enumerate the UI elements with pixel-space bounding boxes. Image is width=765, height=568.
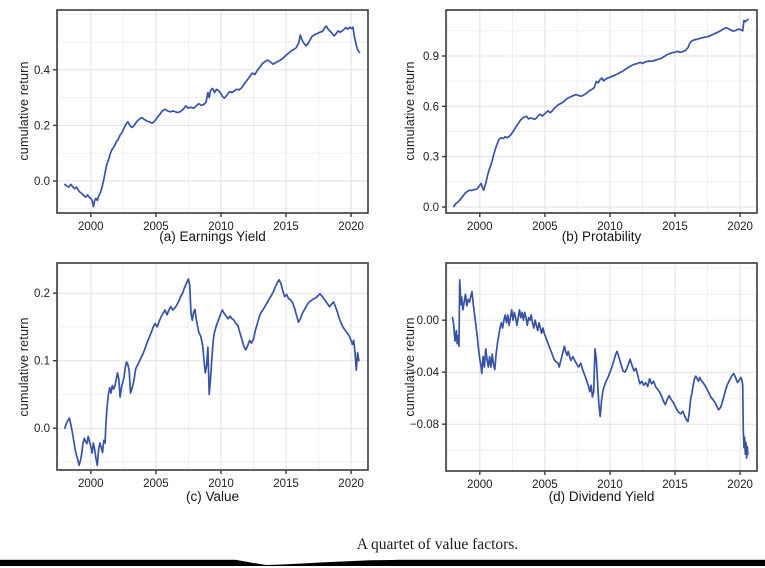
x-tick-label: 2015 <box>662 221 688 233</box>
x-tick-label: 2000 <box>78 478 104 490</box>
chart-c: 2000 2005 2010 2015 2020 0.0 0.1 0.2 <box>34 262 369 490</box>
axis-layer: 2000 2005 2010 2015 2020 0.0 0.2 0.4 <box>34 65 364 233</box>
x-tick-label: 2020 <box>338 221 364 233</box>
axis-layer: 2000 2005 2010 2015 2020 0.00 −0.04 −0.08 <box>410 315 753 491</box>
series-line-c <box>63 278 360 467</box>
x-tick-label: 2015 <box>662 479 688 491</box>
x-tick-label: 2005 <box>143 221 169 233</box>
y-tick-label: 0.2 <box>34 288 50 300</box>
grid-layer <box>57 263 368 470</box>
panel-border <box>445 9 758 214</box>
x-tick-label: 2010 <box>208 221 234 233</box>
y-tick-label: 0.0 <box>423 202 439 214</box>
y-tick-label: −0.04 <box>410 367 440 379</box>
series-line-b <box>452 18 749 208</box>
x-tick-label: 2005 <box>532 479 558 491</box>
y-tick-label: 0.9 <box>423 51 439 63</box>
x-tick-label: 2005 <box>143 478 169 490</box>
panel-border <box>445 262 758 472</box>
chart-a: 2000 2005 2010 2015 2020 0.0 0.2 0.4 <box>34 9 369 233</box>
footer-rule <box>0 559 765 566</box>
y-tick-label: 0.3 <box>423 152 439 164</box>
grid-layer <box>57 10 368 213</box>
x-tick-label: 2000 <box>467 221 493 233</box>
y-tick-label: 0.4 <box>34 65 51 77</box>
axis-layer: 2000 2005 2010 2015 2020 0.0 0.3 0.6 0.9 <box>423 51 753 233</box>
subcaption-earnings-yield: (a) Earnings Yield <box>159 229 266 244</box>
x-tick-label: 2000 <box>78 221 104 233</box>
y-axis-label-c: cumulative return <box>17 317 31 417</box>
figure-caption: A quartet of value factors. <box>356 536 519 553</box>
y-tick-label: −0.08 <box>410 419 439 431</box>
footer-rule-notch <box>236 558 396 565</box>
x-tick-label: 2015 <box>273 221 299 233</box>
y-tick-label: 0.0 <box>34 176 50 188</box>
x-tick-label: 2000 <box>467 479 493 491</box>
chart-d: 2000 2005 2010 2015 2020 0.00 −0.04 −0.08 <box>410 262 758 491</box>
x-tick-label: 2010 <box>597 221 623 233</box>
y-tick-label: 0.1 <box>34 356 50 368</box>
subcaption-dividend-yield: (d) Dividend Yield <box>548 489 655 504</box>
x-tick-label: 2020 <box>727 479 753 491</box>
series-line-d <box>451 279 749 459</box>
y-tick-label: 0.00 <box>417 315 439 327</box>
series-line-a <box>63 25 361 208</box>
chart-b: 2000 2005 2010 2015 2020 0.0 0.3 0.6 0.9 <box>423 9 758 233</box>
panel-border <box>56 262 369 471</box>
subcaption-protability: (b) Protability <box>561 229 642 244</box>
x-tick-label: 2015 <box>273 478 299 490</box>
grid-layer <box>446 10 757 213</box>
x-tick-label: 2010 <box>597 479 623 491</box>
x-tick-label: 2005 <box>532 221 558 233</box>
y-axis-label-a: cumulative return <box>17 61 31 161</box>
x-tick-label: 2020 <box>727 221 753 233</box>
axis-layer: 2000 2005 2010 2015 2020 0.0 0.1 0.2 <box>34 288 364 490</box>
x-tick-label: 2010 <box>208 478 234 490</box>
y-axis-label-d: cumulative return <box>403 317 417 417</box>
subcaption-value: (c) Value <box>185 489 240 504</box>
y-tick-label: 0.0 <box>34 423 50 435</box>
x-tick-label: 2020 <box>338 478 364 490</box>
y-tick-label: 0.6 <box>423 101 439 113</box>
y-axis-label-b: cumulative return <box>403 61 417 161</box>
panel-border <box>56 9 369 214</box>
y-tick-label: 0.2 <box>34 120 50 132</box>
grid-layer <box>446 263 757 471</box>
